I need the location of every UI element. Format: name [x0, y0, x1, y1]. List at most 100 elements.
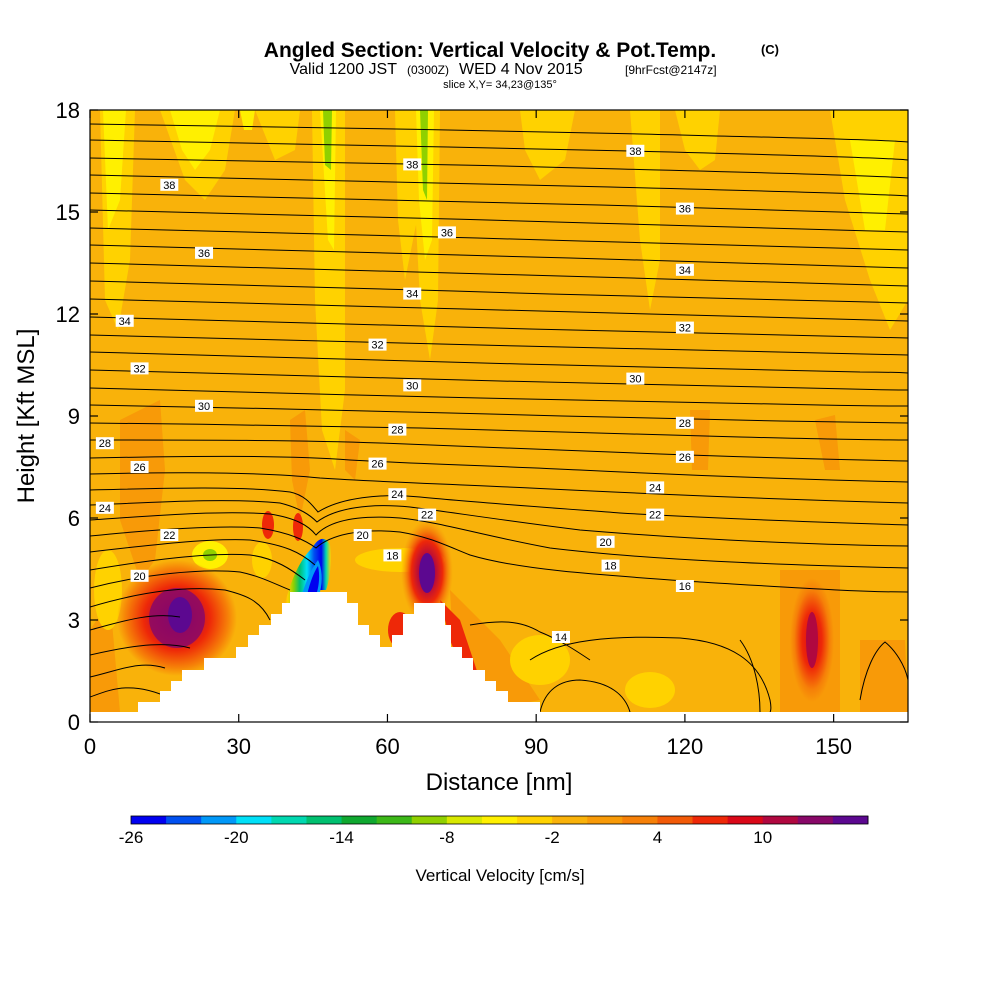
colorbar-swatch	[552, 816, 588, 824]
contour-label: 20	[130, 569, 149, 583]
contour-label-box	[388, 423, 407, 436]
colorbar-swatch	[166, 816, 202, 824]
contour-label: 22	[646, 508, 665, 522]
contour-label-text: 38	[629, 146, 641, 158]
contour-label-box	[130, 569, 149, 582]
y-tick-label: 0	[68, 710, 80, 735]
colorbar-swatch	[622, 816, 658, 824]
slice-label: slice X,Y= 34,23@135°	[443, 79, 557, 91]
contour-label-box	[675, 450, 694, 463]
y-tick-label: 6	[68, 506, 80, 531]
contour-label-box	[418, 508, 437, 521]
colorbar-swatch	[832, 816, 869, 824]
contour-label-box	[601, 559, 620, 572]
colorbar-swatch	[236, 816, 272, 824]
contour-label: 26	[130, 461, 149, 474]
x-tick-label: 150	[815, 734, 852, 759]
contour-label-box	[551, 631, 570, 643]
x-tick-label: 0	[84, 734, 96, 759]
contour-label-text: 18	[386, 550, 398, 562]
colorbar-tick-label: -26	[119, 828, 144, 847]
y-tick-label: 9	[68, 404, 80, 429]
x-tick-label: 90	[524, 734, 548, 759]
title-units-mark: (C)	[761, 42, 779, 57]
subtitle-zulu: (0300Z)	[407, 63, 449, 77]
contour-label: 20	[353, 529, 372, 542]
contour-label: 30	[195, 399, 214, 413]
contour-label-text: 24	[99, 503, 111, 515]
contour-label: 22	[160, 529, 179, 542]
colorbar-swatch	[131, 816, 167, 824]
contour-label: 24	[388, 488, 407, 501]
colorbar-swatch	[341, 816, 378, 824]
y-tick-label: 18	[56, 98, 80, 123]
colorbar-swatch	[271, 816, 307, 824]
colorbar-swatch	[692, 816, 729, 824]
contour-label: 30	[626, 372, 645, 386]
contour-label: 26	[675, 450, 694, 464]
chart-subtitle: Valid 1200 JST (0300Z) WED 4 Nov 2015 [9…	[290, 61, 717, 78]
contour-label-box	[195, 399, 214, 412]
contour-label: 32	[368, 338, 387, 352]
contour-label-box	[353, 529, 372, 541]
x-tick-label: 60	[375, 734, 399, 759]
contour-label-box	[130, 461, 149, 473]
colorbar-swatch	[306, 816, 343, 824]
contour-label-box	[368, 338, 387, 351]
contour-label-box	[675, 202, 694, 215]
contour-label-box	[646, 508, 665, 521]
x-axis: 0 30 60 90 120 150	[84, 110, 852, 759]
subtitle-date: WED 4 Nov 2015	[459, 61, 583, 78]
contour-label: 20	[596, 535, 615, 549]
contour-label: 28	[675, 416, 694, 430]
contour-label: 24	[646, 481, 665, 494]
contour-label-text: 18	[604, 561, 616, 573]
contour-label-box	[675, 580, 694, 592]
contour-label: 32	[130, 362, 149, 375]
bottom-strip	[90, 712, 908, 722]
contour-label-box	[95, 437, 114, 450]
colorbar-swatch	[797, 816, 834, 824]
contour-label-text: 38	[406, 159, 418, 171]
colorbar-swatch	[727, 816, 764, 824]
contour-label-text: 22	[649, 510, 661, 522]
contour-label-text: 36	[198, 248, 210, 260]
colorbar-frame	[130, 815, 869, 825]
contour-label: 36	[675, 202, 694, 216]
contour-label-text: 30	[198, 401, 210, 413]
y-axis-label: Height [Kft MSL]	[13, 329, 40, 504]
colorbar-swatch	[481, 816, 518, 824]
contour-label-box	[626, 144, 645, 157]
contour-label-text: 34	[119, 316, 131, 328]
contour-label: 18	[601, 559, 620, 573]
terrain	[138, 592, 540, 722]
colorbar-swatch	[762, 816, 799, 824]
contour-label-box	[195, 246, 214, 259]
colorbar-tick-label: -2	[545, 828, 560, 847]
colorbar-swatch	[657, 816, 694, 824]
contour-label-text: 24	[391, 489, 403, 501]
contour-label-box	[626, 372, 645, 385]
contour-label-box	[437, 226, 456, 239]
contour-label: 34	[675, 263, 694, 277]
colorbar-swatch	[587, 816, 623, 824]
colorbar-swatch	[201, 816, 237, 824]
chart-title: Angled Section: Vertical Velocity & Pot.…	[264, 39, 716, 62]
contour-label-box	[403, 158, 422, 171]
colorbar-tick-label: 4	[653, 828, 662, 847]
contour-label-box	[368, 457, 387, 470]
contour-label-box	[115, 314, 134, 327]
colorbar-tick-label: -20	[224, 828, 249, 847]
contour-label-text: 16	[679, 581, 691, 593]
plot-area	[90, 110, 908, 722]
colorbar-swatch	[517, 816, 553, 824]
colorbar	[130, 815, 869, 825]
contour-label: 28	[95, 437, 114, 450]
contour-label: 38	[160, 178, 179, 192]
contour-label-text: 38	[163, 180, 175, 192]
colorbar-swatch	[446, 816, 483, 824]
contour-label-text: 36	[679, 204, 691, 216]
contour-label-box	[95, 501, 114, 514]
